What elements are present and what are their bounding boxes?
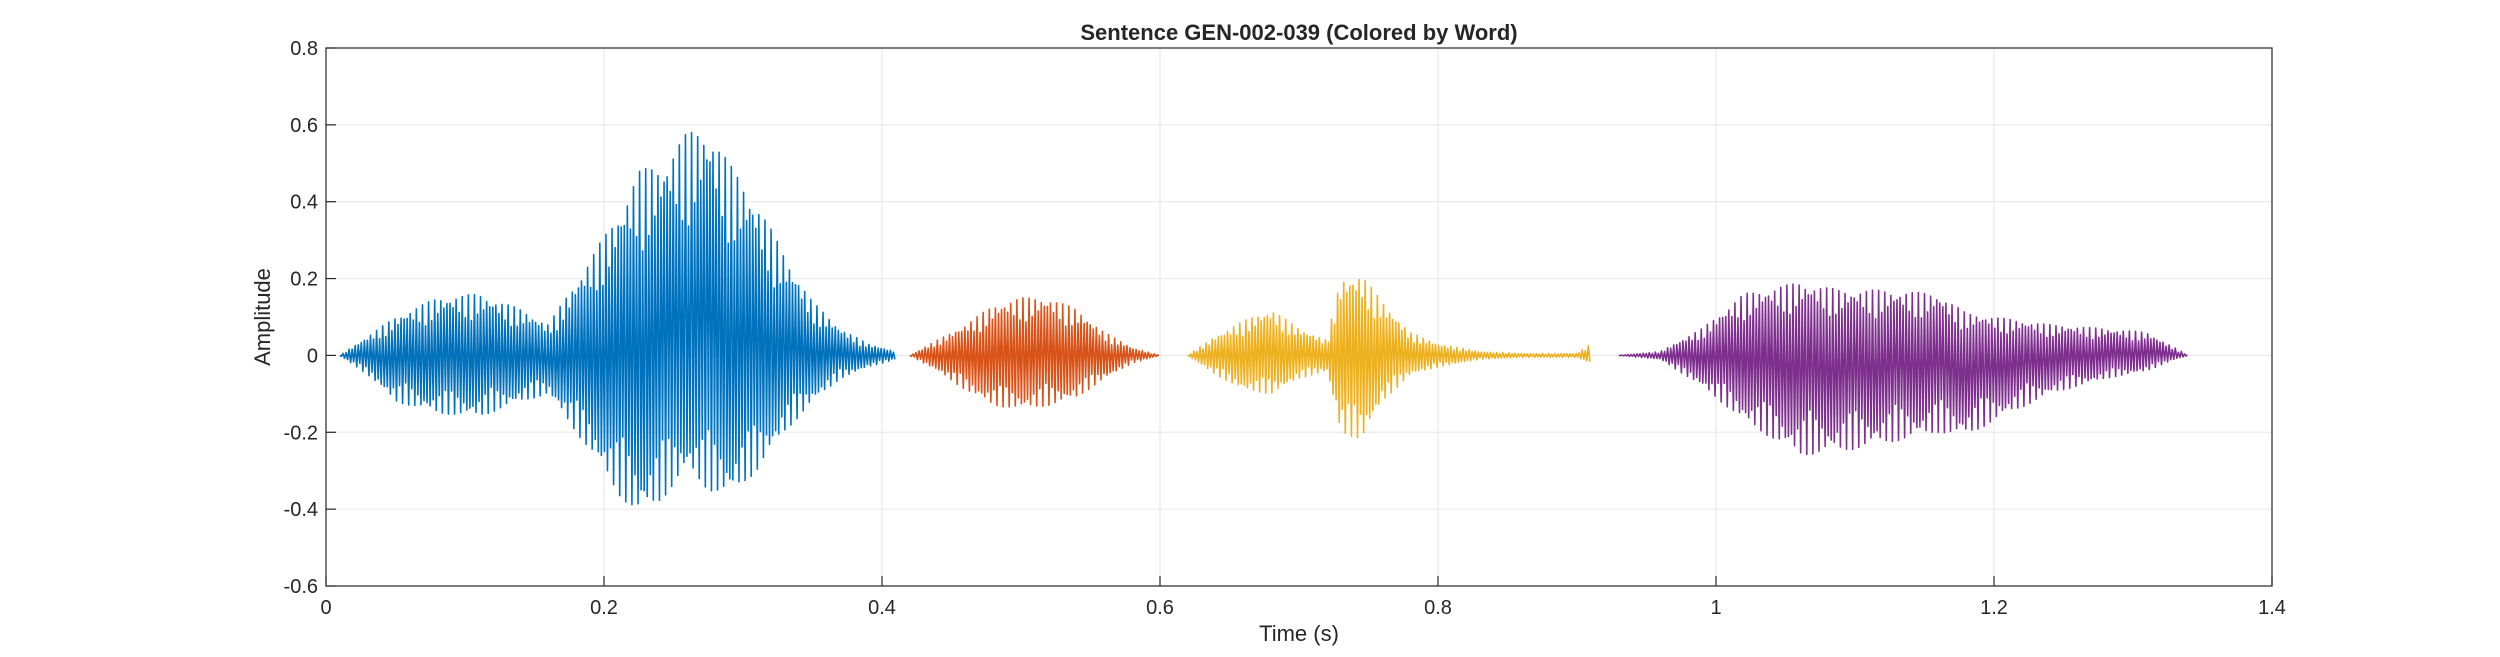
x-axis-ticks: 0 0.2 0.4 0.6 0.8 1 1.2 1.4	[320, 576, 2286, 619]
waveform-word-4	[1618, 283, 2188, 456]
waveform-word-1	[339, 131, 896, 506]
y-tick-label: 0.2	[290, 269, 318, 291]
x-tick-label: 1	[1710, 597, 1721, 619]
x-tick-label: 0.8	[1424, 597, 1452, 619]
waveform-word-3	[1187, 278, 1591, 439]
x-tick-label: 0.4	[868, 597, 896, 619]
x-tick-label: 0.2	[590, 597, 618, 619]
y-tick-label: -0.6	[284, 576, 318, 598]
y-tick-label: 0.8	[290, 38, 318, 60]
x-tick-label: 0	[320, 597, 331, 619]
waveform-series	[339, 131, 2188, 506]
x-axis-label: Time (s)	[1259, 621, 1339, 646]
y-tick-label: -0.2	[284, 422, 318, 444]
y-axis-label: Amplitude	[250, 268, 275, 366]
x-tick-label: 0.6	[1146, 597, 1174, 619]
y-tick-label: 0	[307, 345, 318, 367]
y-tick-label: -0.4	[284, 499, 318, 521]
chart-title: Sentence GEN-002-039 (Colored by Word)	[1080, 20, 1517, 45]
x-tick-label: 1.4	[2258, 597, 2286, 619]
y-tick-label: 0.6	[290, 115, 318, 137]
y-axis-ticks: -0.6 -0.4 -0.2 0 0.2 0.4 0.6 0.8	[284, 38, 336, 598]
plot-frame	[325, 47, 2273, 587]
y-tick-label: 0.4	[290, 192, 318, 214]
waveform-word-2	[909, 297, 1160, 408]
x-tick-label: 1.2	[1980, 597, 2008, 619]
